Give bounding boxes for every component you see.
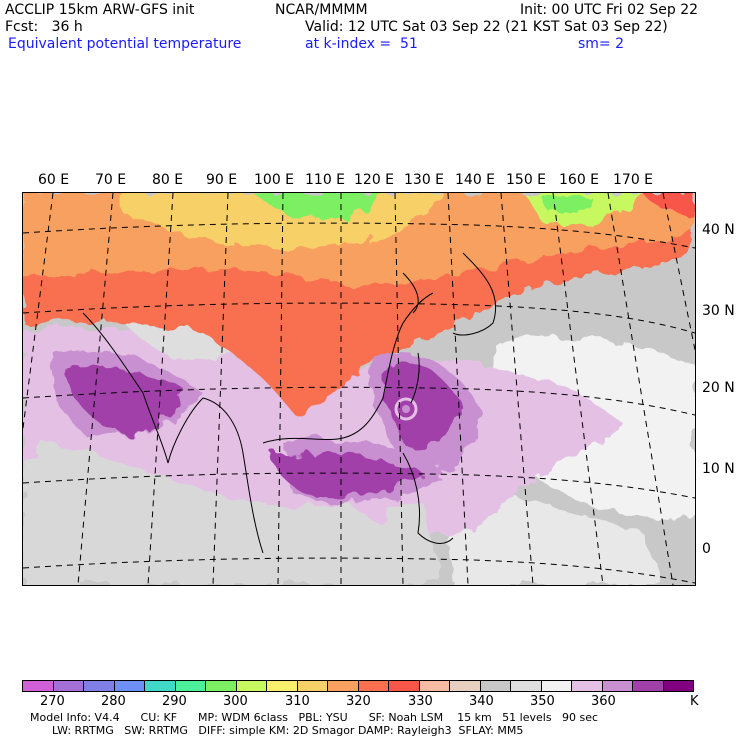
lat-20 bbox=[23, 386, 695, 416]
korea bbox=[402, 272, 419, 314]
colorbar-swatch bbox=[358, 681, 389, 691]
lon-label: 140 E bbox=[455, 172, 496, 188]
map-svg bbox=[23, 193, 695, 585]
colorbar-swatch bbox=[389, 681, 420, 691]
colorbar-swatch bbox=[541, 681, 572, 691]
indochina-core-region bbox=[273, 452, 423, 497]
smoothing-label: sm= 2 bbox=[578, 36, 625, 52]
colorbar-swatch bbox=[206, 681, 237, 691]
lon-170 bbox=[662, 193, 695, 353]
colorbar-swatch bbox=[297, 681, 328, 691]
colorbar-swatch bbox=[328, 681, 359, 691]
graticule bbox=[23, 193, 695, 585]
lon-label: 90 E bbox=[206, 172, 238, 188]
lon-label: 160 E bbox=[559, 172, 600, 188]
colorbar-swatch bbox=[633, 681, 664, 691]
colorbar-swatch bbox=[114, 681, 145, 691]
colorbar-swatch bbox=[145, 681, 176, 691]
colorbar-tick-label: 300 bbox=[223, 694, 248, 709]
lat-40 bbox=[23, 222, 695, 249]
japan bbox=[452, 252, 497, 336]
model-info-line1: Model Info: V4.4 CU: KF MP: WDM 6class P… bbox=[30, 711, 599, 724]
typhoon-eye bbox=[394, 397, 418, 421]
colorbar-tick-label: 310 bbox=[285, 694, 310, 709]
lon-160 bbox=[607, 193, 674, 585]
lon-label: 100 E bbox=[254, 172, 295, 188]
colorbar-swatch bbox=[267, 681, 298, 691]
colorbar-tick-label: 280 bbox=[101, 694, 126, 709]
typhoon-center bbox=[402, 405, 410, 413]
colorbar-swatch bbox=[175, 681, 206, 691]
colorbar-swatch bbox=[84, 681, 115, 691]
model-info-line2: LW: RRTMG SW: RRTMG DIFF: simple KM: 2D … bbox=[52, 724, 524, 737]
pacific-red-region bbox=[643, 193, 695, 218]
colorbar-swatch bbox=[572, 681, 603, 691]
model-title: ACCLIP 15km ARW-GFS init bbox=[5, 2, 195, 18]
lat-label: 10 N bbox=[702, 461, 735, 477]
colorbar-tick-label: 270 bbox=[40, 694, 65, 709]
colorbar-swatch bbox=[663, 681, 693, 691]
lon-label: 120 E bbox=[354, 172, 395, 188]
theta-e-map bbox=[22, 192, 696, 586]
siberia-green-region bbox=[253, 193, 383, 220]
field-name: Equivalent potential temperature bbox=[8, 36, 242, 52]
ocean-equatorial-region bbox=[443, 491, 663, 585]
level-label: at k-index = 51 bbox=[305, 36, 418, 52]
lat-label: 20 N bbox=[702, 380, 735, 396]
colorbar-swatch bbox=[419, 681, 450, 691]
indian-ocean-region bbox=[23, 443, 443, 585]
coastlines bbox=[82, 252, 497, 554]
colorbar-swatch bbox=[450, 681, 481, 691]
indochina-west-coast bbox=[202, 397, 264, 554]
lat-label: 0 bbox=[702, 541, 711, 557]
colorbar-tick-label: 350 bbox=[530, 694, 555, 709]
colorbar-swatch bbox=[480, 681, 511, 691]
colorbar-tick-label: 340 bbox=[469, 694, 494, 709]
lat-30 bbox=[23, 302, 695, 334]
lon-label: 110 E bbox=[305, 172, 346, 188]
taiwan bbox=[410, 352, 420, 404]
valid-time: Valid: 12 UTC Sat 03 Sep 22 (21 KST Sat … bbox=[305, 19, 668, 35]
lat-label: 30 N bbox=[702, 303, 735, 319]
colorbar-tick-label: 290 bbox=[162, 694, 187, 709]
lat-0 bbox=[23, 557, 695, 584]
okhotsk-green-region bbox=[543, 198, 593, 215]
lon-label: 80 E bbox=[152, 172, 184, 188]
lon-label: 170 E bbox=[613, 172, 654, 188]
colorbar-swatch bbox=[511, 681, 542, 691]
lat-label: 40 N bbox=[702, 222, 735, 238]
colorbar bbox=[22, 680, 694, 692]
forecast-hour: Fcst: 36 h bbox=[5, 19, 83, 35]
lon-label: 130 E bbox=[404, 172, 445, 188]
lon-label: 150 E bbox=[506, 172, 547, 188]
colorbar-swatch bbox=[53, 681, 84, 691]
india-coast bbox=[82, 312, 204, 464]
colorbar-swatch bbox=[23, 681, 54, 691]
lat-10 bbox=[23, 472, 695, 499]
init-time: Init: 00 UTC Fri 02 Sep 22 bbox=[520, 2, 699, 18]
colorbar-swatch bbox=[236, 681, 267, 691]
philippines bbox=[402, 452, 454, 544]
lon-label: 60 E bbox=[38, 172, 70, 188]
lon-label: 70 E bbox=[95, 172, 127, 188]
org-label: NCAR/MMMM bbox=[275, 2, 368, 18]
colorbar-tick-label: K bbox=[690, 694, 699, 709]
colorbar-tick-label: 320 bbox=[346, 694, 371, 709]
colorbar-swatch bbox=[602, 681, 633, 691]
colorbar-tick-label: 330 bbox=[408, 694, 433, 709]
colorbar-tick-label: 360 bbox=[591, 694, 616, 709]
typhoon-core-region bbox=[382, 360, 463, 449]
china-coast bbox=[262, 292, 434, 444]
